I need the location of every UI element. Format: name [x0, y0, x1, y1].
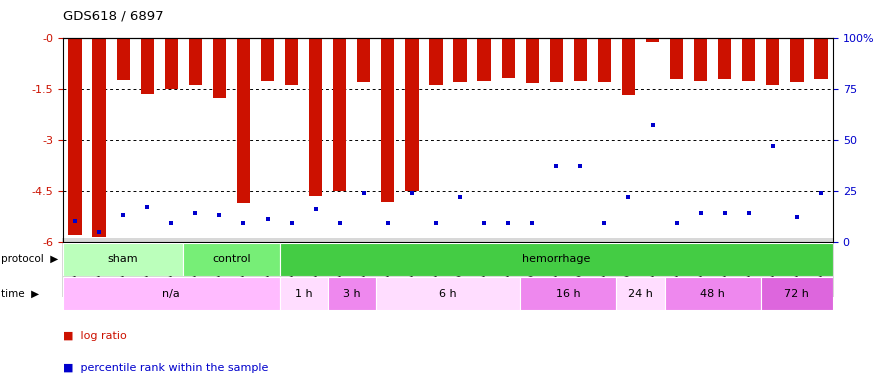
Bar [261, 38, 274, 81]
Text: 72 h: 72 h [785, 289, 809, 298]
Bar [141, 38, 154, 94]
Bar [285, 38, 298, 84]
Bar [333, 38, 346, 191]
Text: 48 h: 48 h [700, 289, 725, 298]
Bar [116, 38, 130, 80]
Bar [280, 243, 833, 276]
Bar [328, 277, 376, 310]
Bar [550, 38, 563, 82]
Bar [237, 38, 250, 203]
Bar [761, 277, 833, 310]
Bar [405, 38, 418, 191]
Text: n/a: n/a [163, 289, 180, 298]
Bar [742, 38, 755, 81]
Bar [382, 38, 395, 202]
Text: sham: sham [108, 255, 138, 264]
Text: time  ▶: time ▶ [1, 289, 39, 298]
Text: ■  percentile rank within the sample: ■ percentile rank within the sample [63, 363, 269, 373]
Bar [598, 38, 611, 82]
Text: 1 h: 1 h [295, 289, 312, 298]
Bar [189, 38, 202, 84]
Bar [63, 277, 280, 310]
Bar [376, 277, 520, 310]
Bar [453, 38, 466, 82]
Bar [520, 277, 616, 310]
Bar [646, 38, 659, 42]
Bar [718, 38, 732, 79]
Bar [670, 38, 683, 79]
Bar [309, 38, 322, 196]
Text: 16 h: 16 h [556, 289, 581, 298]
Bar [184, 243, 280, 276]
Bar [63, 243, 184, 276]
Bar [280, 277, 328, 310]
Bar [526, 38, 539, 84]
Text: 24 h: 24 h [628, 289, 653, 298]
Bar [93, 38, 106, 237]
Text: 3 h: 3 h [343, 289, 360, 298]
Bar [574, 38, 587, 81]
Bar [766, 38, 780, 84]
Bar [357, 38, 370, 82]
Bar [815, 38, 828, 79]
Bar [790, 38, 803, 82]
Text: ■  log ratio: ■ log ratio [63, 331, 127, 341]
Bar [68, 38, 81, 235]
Text: protocol  ▶: protocol ▶ [1, 255, 58, 264]
Bar [501, 38, 514, 78]
Bar [430, 38, 443, 84]
Text: 6 h: 6 h [439, 289, 457, 298]
Text: control: control [212, 255, 251, 264]
Bar [622, 38, 635, 95]
Bar [665, 277, 761, 310]
Text: hemorrhage: hemorrhage [522, 255, 591, 264]
Bar [694, 38, 707, 81]
Bar [478, 38, 491, 81]
Bar [616, 277, 665, 310]
Bar [164, 38, 178, 88]
Text: GDS618 / 6897: GDS618 / 6897 [63, 9, 164, 22]
Bar [213, 38, 226, 98]
